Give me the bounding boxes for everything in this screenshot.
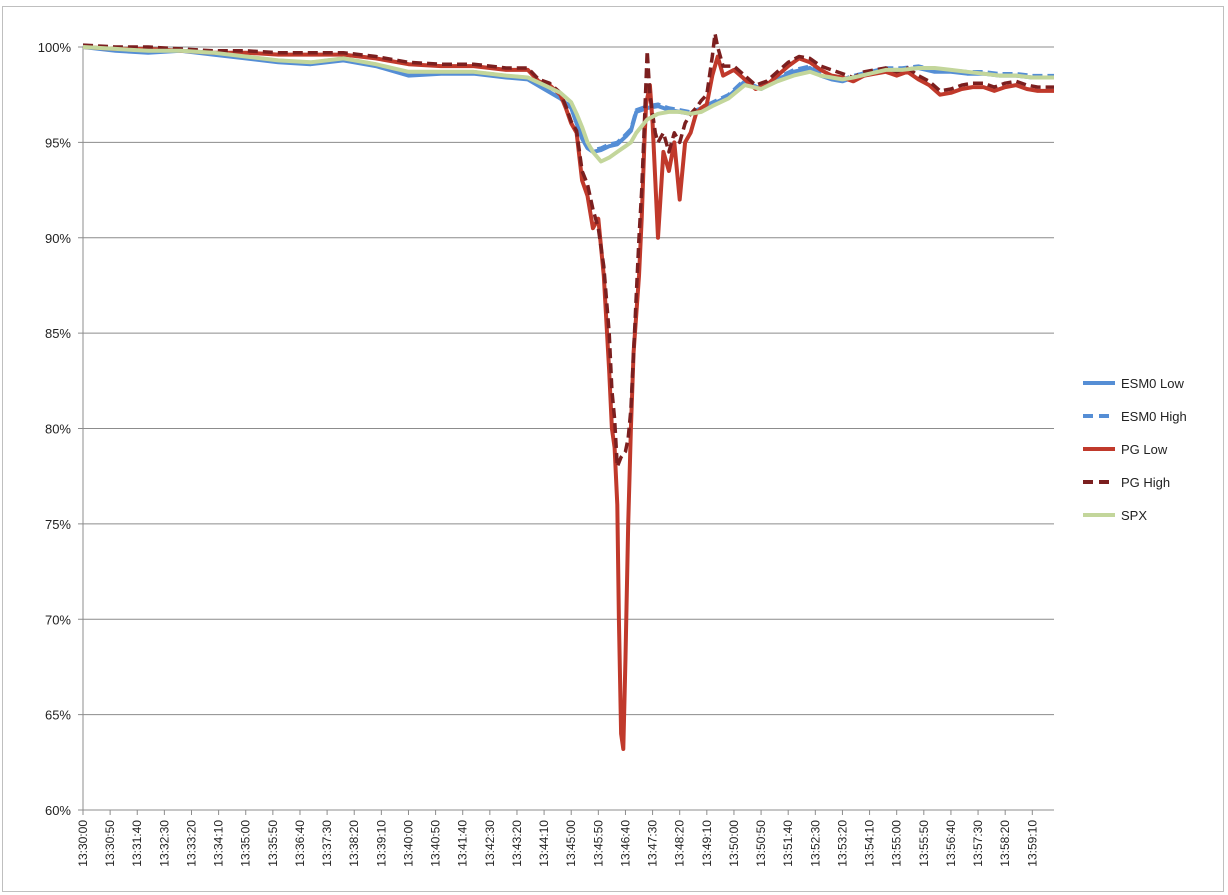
x-tick-label: 13:35:50: [266, 820, 280, 867]
series-line-pg-low: [82, 45, 1054, 751]
x-tick-label: 13:47:30: [646, 820, 660, 867]
y-tick-label: 90%: [45, 231, 71, 246]
y-tick-label: 95%: [45, 135, 71, 150]
series-line-spx: [82, 45, 1054, 164]
x-tick-label: 13:44:10: [537, 820, 551, 867]
y-tick-label: 75%: [45, 517, 71, 532]
x-tick-label: 13:53:20: [835, 820, 849, 867]
y-tick-label: 80%: [45, 422, 71, 437]
x-tick-label: 13:32:30: [157, 820, 171, 867]
x-tick-label: 13:35:00: [239, 820, 253, 867]
x-tick-label: 13:45:00: [564, 820, 578, 867]
legend-label: ESM0 High: [1121, 409, 1187, 424]
x-tick-label: 13:41:40: [456, 820, 470, 867]
x-tick-label: 13:54:10: [863, 820, 877, 867]
y-tick-label: 85%: [45, 326, 71, 341]
x-tick-label: 13:34:10: [212, 820, 226, 867]
x-tick-label: 13:57:30: [971, 820, 985, 867]
x-tick-label: 13:39:10: [374, 820, 388, 867]
chart-frame: 60% 65% 70% 75% 80% 85% 90% 95% 100% 13:30:00 13:…: [2, 6, 1224, 892]
x-tick-label: 13:48:20: [673, 820, 687, 867]
x-tick-label: 13:42:30: [483, 820, 497, 867]
x-tick-label: 13:45:50: [591, 820, 605, 867]
legend-label: ESM0 Low: [1121, 376, 1184, 391]
x-tick-label: 13:51:40: [781, 820, 795, 867]
y-tick-label: 70%: [45, 612, 71, 627]
gridlines: [83, 46, 1054, 811]
x-tick-label: 13:58:20: [998, 820, 1012, 867]
y-tick-label: 100%: [38, 40, 72, 55]
x-tick-label: 13:55:00: [890, 820, 904, 867]
legend-label: PG Low: [1121, 442, 1168, 457]
x-tick-label: 13:38:20: [347, 820, 361, 867]
x-tick-label: 13:40:50: [429, 820, 443, 867]
x-tick-label: 13:55:50: [917, 820, 931, 867]
x-tick-label: 13:50:50: [754, 820, 768, 867]
x-tick-label: 13:59:10: [1025, 820, 1039, 867]
x-tick-label: 13:30:50: [103, 820, 117, 867]
legend: ESM0 Low ESM0 High PG Low PG High SPX: [1083, 376, 1187, 523]
x-tick-label: 13:52:30: [808, 820, 822, 867]
x-tick-label: 13:40:00: [401, 820, 415, 867]
x-tick-label: 13:49:10: [700, 820, 714, 867]
line-chart: 60%65%70%75%80%85%90%95%100% 13:30:00 13:…: [38, 31, 1187, 867]
series-lines: [82, 31, 1054, 751]
x-tick-label: 13:36:40: [293, 820, 307, 867]
x-tick-label: 13:46:40: [618, 820, 632, 867]
y-tick-label: 60%: [45, 803, 71, 818]
x-axis: 13:30:00 13:30:50 13:31:40 13:32:30 13:33:20…: [76, 809, 1054, 867]
x-tick-label: 13:43:20: [510, 820, 524, 867]
y-tick-label: 65%: [45, 708, 71, 723]
x-tick-label: 13:31:40: [130, 820, 144, 867]
x-tick-label: 13:50:00: [727, 820, 741, 867]
legend-label: PG High: [1121, 475, 1170, 490]
x-tick-label: 13:33:20: [184, 820, 198, 867]
x-tick-label: 13:56:40: [944, 820, 958, 867]
legend-label: SPX: [1121, 508, 1147, 523]
y-axis: 60% 65% 70% 75% 80% 85% 90% 95% 100%: [38, 40, 84, 818]
x-tick-label: 13:30:00: [76, 820, 90, 867]
x-tick-label: 13:37:30: [320, 820, 334, 867]
